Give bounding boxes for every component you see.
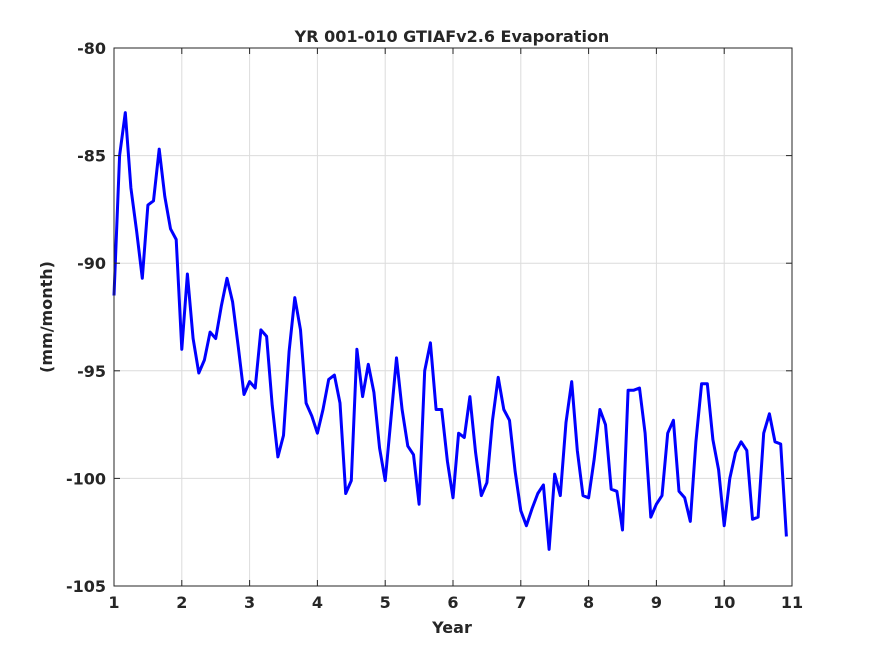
chart-title: YR 001-010 GTIAFv2.6 Evaporation [294,27,610,46]
x-tick-label: 9 [651,593,662,612]
x-tick-label: 4 [312,593,323,612]
y-tick-label: -90 [77,254,106,273]
x-tick-label: 5 [380,593,391,612]
x-tick-label: 11 [781,593,803,612]
x-tick-label: 1 [108,593,119,612]
y-tick-label: -85 [77,147,106,166]
ticks: 1 2 3 4 5 6 7 8 9 10 11 -80 -85 -90 -95 -100 -105 [66,39,803,612]
series-line [112,111,788,551]
series-layer [112,111,788,551]
x-tick-label: 3 [244,593,255,612]
y-tick-label: -100 [66,469,106,488]
x-tick-label: 7 [515,593,526,612]
y-tick-label: -95 [77,362,106,381]
x-axis-label: Year [431,618,472,637]
x-tick-label: 6 [447,593,458,612]
y-tick-label: -105 [66,577,106,596]
x-tick-label: 8 [583,593,594,612]
x-tick-label: 10 [713,593,735,612]
y-tick-label: -80 [77,39,106,58]
x-tick-label: 2 [176,593,187,612]
y-axis-label: (mm/month) [37,261,56,373]
